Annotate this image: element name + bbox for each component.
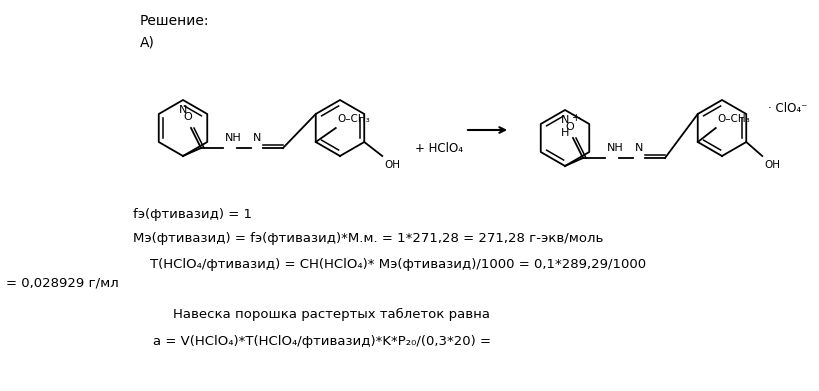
Text: Решение:: Решение: (140, 14, 209, 28)
Text: а = V(HClO₄)*T(HClO₄/фтивазид)*K*P₂₀/(0,3*20) =: а = V(HClO₄)*T(HClO₄/фтивазид)*K*P₂₀/(0,… (153, 335, 491, 348)
Text: OH: OH (384, 160, 400, 170)
Text: · ClO₄⁻: · ClO₄⁻ (767, 102, 807, 115)
Text: N: N (634, 143, 643, 153)
Text: = 0,028929 г/мл: = 0,028929 г/мл (6, 276, 119, 289)
Text: T(HClO₄/фтивазид) = CН(HClO₄)* Мэ(фтивазид)/1000 = 0,1*289,29/1000: T(HClO₄/фтивазид) = CН(HClO₄)* Мэ(фтиваз… (133, 258, 645, 271)
Text: Навеска порошка растертых таблеток равна: Навеска порошка растертых таблеток равна (173, 308, 490, 321)
Text: N: N (179, 105, 187, 115)
Text: H: H (560, 128, 568, 138)
Text: O: O (565, 122, 573, 132)
Text: +: + (572, 113, 580, 123)
Text: O–CH₃: O–CH₃ (337, 114, 370, 124)
Text: O–CH₃: O–CH₃ (717, 114, 749, 124)
Text: OH: OH (763, 160, 780, 170)
Text: Мэ(фтивазид) = fэ(фтивазид)*М.м. = 1*271,28 = 271,28 г-экв/моль: Мэ(фтивазид) = fэ(фтивазид)*М.м. = 1*271… (133, 232, 603, 245)
Text: O: O (183, 112, 192, 122)
Text: А): А) (140, 35, 155, 49)
Text: + HClO₄: + HClO₄ (414, 142, 463, 154)
Text: N: N (253, 133, 261, 143)
Text: NH: NH (224, 133, 242, 143)
Text: NH: NH (606, 143, 623, 153)
Text: N: N (560, 115, 568, 125)
Text: fэ(фтивазид) = 1: fэ(фтивазид) = 1 (133, 208, 251, 221)
